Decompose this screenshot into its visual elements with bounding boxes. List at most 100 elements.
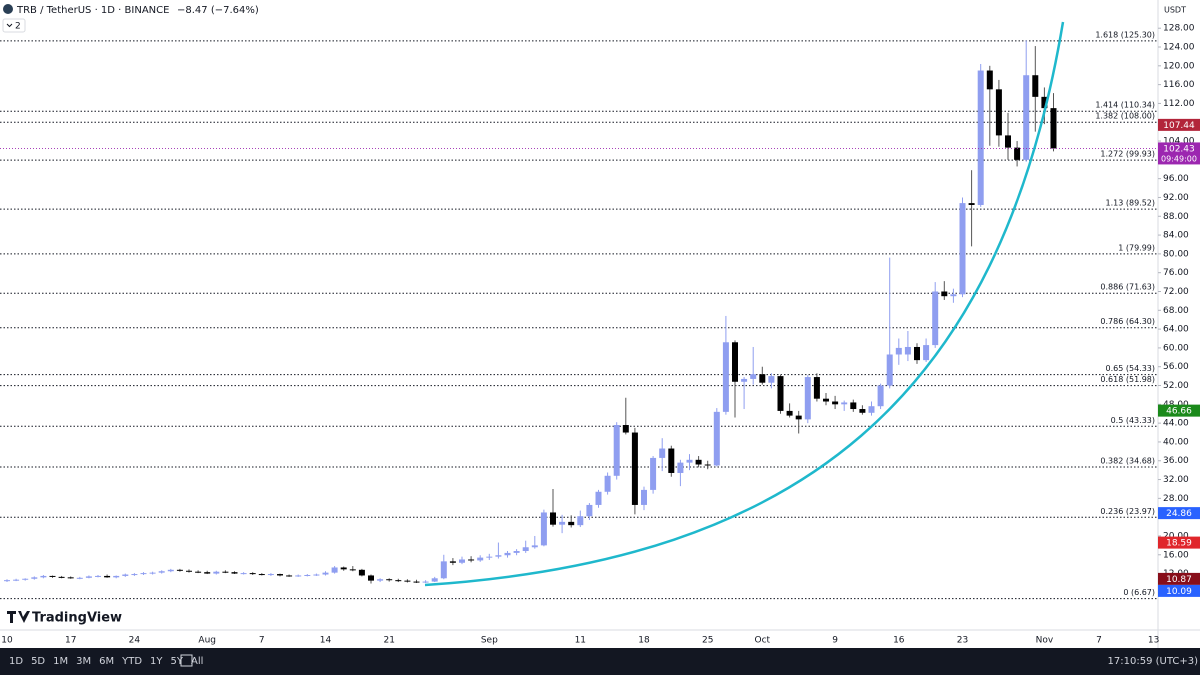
x-tick-label: 18 bbox=[638, 636, 650, 646]
y-tick-label: 96.00 bbox=[1163, 174, 1189, 184]
candle-body bbox=[531, 545, 538, 548]
y-tick-label: 52.00 bbox=[1163, 381, 1189, 391]
price-marker-sublabel: 09:49:00 bbox=[1161, 154, 1197, 163]
candle-body bbox=[195, 571, 202, 573]
candle-body bbox=[914, 346, 920, 361]
x-tick-label: 23 bbox=[957, 636, 968, 646]
price-marker-label: 46.66 bbox=[1166, 407, 1192, 417]
x-tick-label: Oct bbox=[755, 636, 771, 646]
candle-body bbox=[804, 377, 811, 420]
price-marker bbox=[1158, 118, 1200, 131]
candle-body bbox=[568, 521, 575, 526]
timeframe-button[interactable]: 1M bbox=[53, 656, 68, 667]
indicator-count: 2 bbox=[15, 22, 21, 32]
candle-body bbox=[886, 354, 893, 386]
price-marker-label: 107.44 bbox=[1163, 121, 1195, 131]
candle-body bbox=[440, 561, 447, 579]
fib-label: 0.886 (71.63) bbox=[1100, 283, 1155, 292]
candle-body bbox=[404, 580, 411, 582]
candle-body bbox=[249, 573, 256, 575]
candle-body bbox=[67, 577, 74, 579]
candle-body bbox=[49, 575, 56, 577]
x-tick-label: 7 bbox=[259, 636, 265, 646]
price-marker-label: 18.59 bbox=[1166, 539, 1192, 549]
timeframe-button[interactable]: All bbox=[191, 656, 203, 667]
timeframe-button[interactable]: YTD bbox=[121, 656, 142, 667]
candle-body bbox=[22, 578, 29, 580]
price-marker bbox=[1158, 572, 1200, 585]
candle-body bbox=[477, 557, 484, 561]
timeframe-button[interactable]: 1D bbox=[9, 656, 23, 667]
candle-body bbox=[841, 402, 848, 405]
y-tick-label: 124.00 bbox=[1163, 43, 1195, 53]
timeframe-button[interactable]: 5D bbox=[31, 656, 45, 667]
y-tick-label: 20.00 bbox=[1163, 531, 1189, 541]
candle-body bbox=[823, 398, 829, 402]
candle-body bbox=[522, 547, 529, 552]
fib-label: 0.236 (23.97) bbox=[1100, 507, 1155, 516]
y-tick-label: 64.00 bbox=[1163, 325, 1189, 335]
fib-label: 0.618 (51.98) bbox=[1100, 375, 1155, 384]
candle-body bbox=[550, 512, 556, 525]
candle-body bbox=[1014, 147, 1021, 160]
candle-body bbox=[613, 425, 620, 476]
fib-label: 1.13 (89.52) bbox=[1106, 199, 1156, 208]
candle-body bbox=[650, 457, 657, 490]
bottom-toolbar bbox=[0, 648, 1200, 675]
candle-body bbox=[895, 347, 902, 355]
candle-body bbox=[959, 203, 966, 295]
fib-label: 1.382 (108.00) bbox=[1095, 112, 1155, 121]
candle-body bbox=[349, 569, 356, 571]
timeframe-button[interactable]: 5Y bbox=[171, 656, 184, 667]
brand-name: TradingView bbox=[32, 611, 122, 626]
candle-body bbox=[140, 573, 147, 575]
candle-body bbox=[631, 432, 638, 505]
candle-body bbox=[832, 401, 839, 405]
currency-button[interactable] bbox=[1160, 2, 1190, 16]
candle-body bbox=[540, 512, 547, 546]
candle-body bbox=[131, 574, 138, 576]
candle-body bbox=[422, 581, 429, 583]
candle-body bbox=[95, 575, 101, 577]
candle-body bbox=[468, 559, 475, 561]
candle-body bbox=[495, 555, 502, 557]
y-tick-label: 128.00 bbox=[1163, 24, 1195, 34]
y-tick-label: 28.00 bbox=[1163, 494, 1189, 504]
candle-body bbox=[595, 491, 602, 505]
fib-label: 0.65 (54.33) bbox=[1106, 364, 1156, 373]
trend-curve bbox=[424, 21, 1065, 587]
candle-body bbox=[340, 567, 347, 570]
candle-body bbox=[231, 572, 238, 574]
candle-body bbox=[368, 575, 374, 581]
candle-body bbox=[759, 374, 766, 383]
y-tick-label: 116.00 bbox=[1163, 80, 1195, 90]
candle-body bbox=[923, 345, 930, 361]
fib-label: 0.5 (43.33) bbox=[1111, 416, 1155, 425]
candle-body bbox=[4, 580, 10, 582]
timeframe-button[interactable]: 6M bbox=[99, 656, 114, 667]
symbol-title[interactable]: TRB / TetherUS · 1D · BINANCE bbox=[16, 5, 169, 16]
candle-body bbox=[186, 570, 192, 572]
candle-body bbox=[377, 579, 384, 581]
timeframe-button[interactable]: 3M bbox=[76, 656, 91, 667]
y-tick-label: 92.00 bbox=[1163, 193, 1189, 203]
candle-body bbox=[732, 342, 738, 382]
y-tick-label: 80.00 bbox=[1163, 249, 1189, 259]
candle-body bbox=[113, 575, 120, 578]
currency: USDT bbox=[1164, 6, 1186, 15]
candle-body bbox=[222, 571, 229, 573]
candle-body bbox=[85, 576, 92, 578]
candle-body bbox=[813, 377, 820, 399]
candle-body bbox=[704, 464, 711, 466]
price-marker-label: 102.43 bbox=[1163, 144, 1195, 154]
price-marker bbox=[1158, 584, 1200, 597]
indicator-toggle[interactable] bbox=[2, 18, 26, 33]
date-range-icon[interactable] bbox=[180, 654, 193, 667]
x-tick-label: 14 bbox=[320, 636, 332, 646]
y-tick-label: 84.00 bbox=[1163, 231, 1189, 241]
timeframe-button[interactable]: 1Y bbox=[150, 656, 163, 667]
price-marker bbox=[1158, 142, 1200, 165]
candle-body bbox=[240, 573, 247, 575]
